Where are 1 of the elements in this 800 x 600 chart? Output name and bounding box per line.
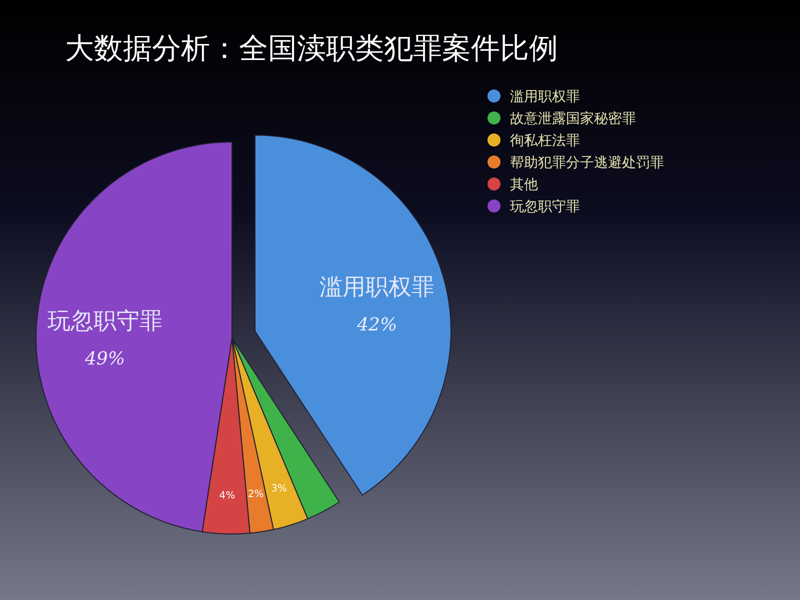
title: 大数据分析：全国渎职类犯罪案件比例 xyxy=(65,31,558,65)
